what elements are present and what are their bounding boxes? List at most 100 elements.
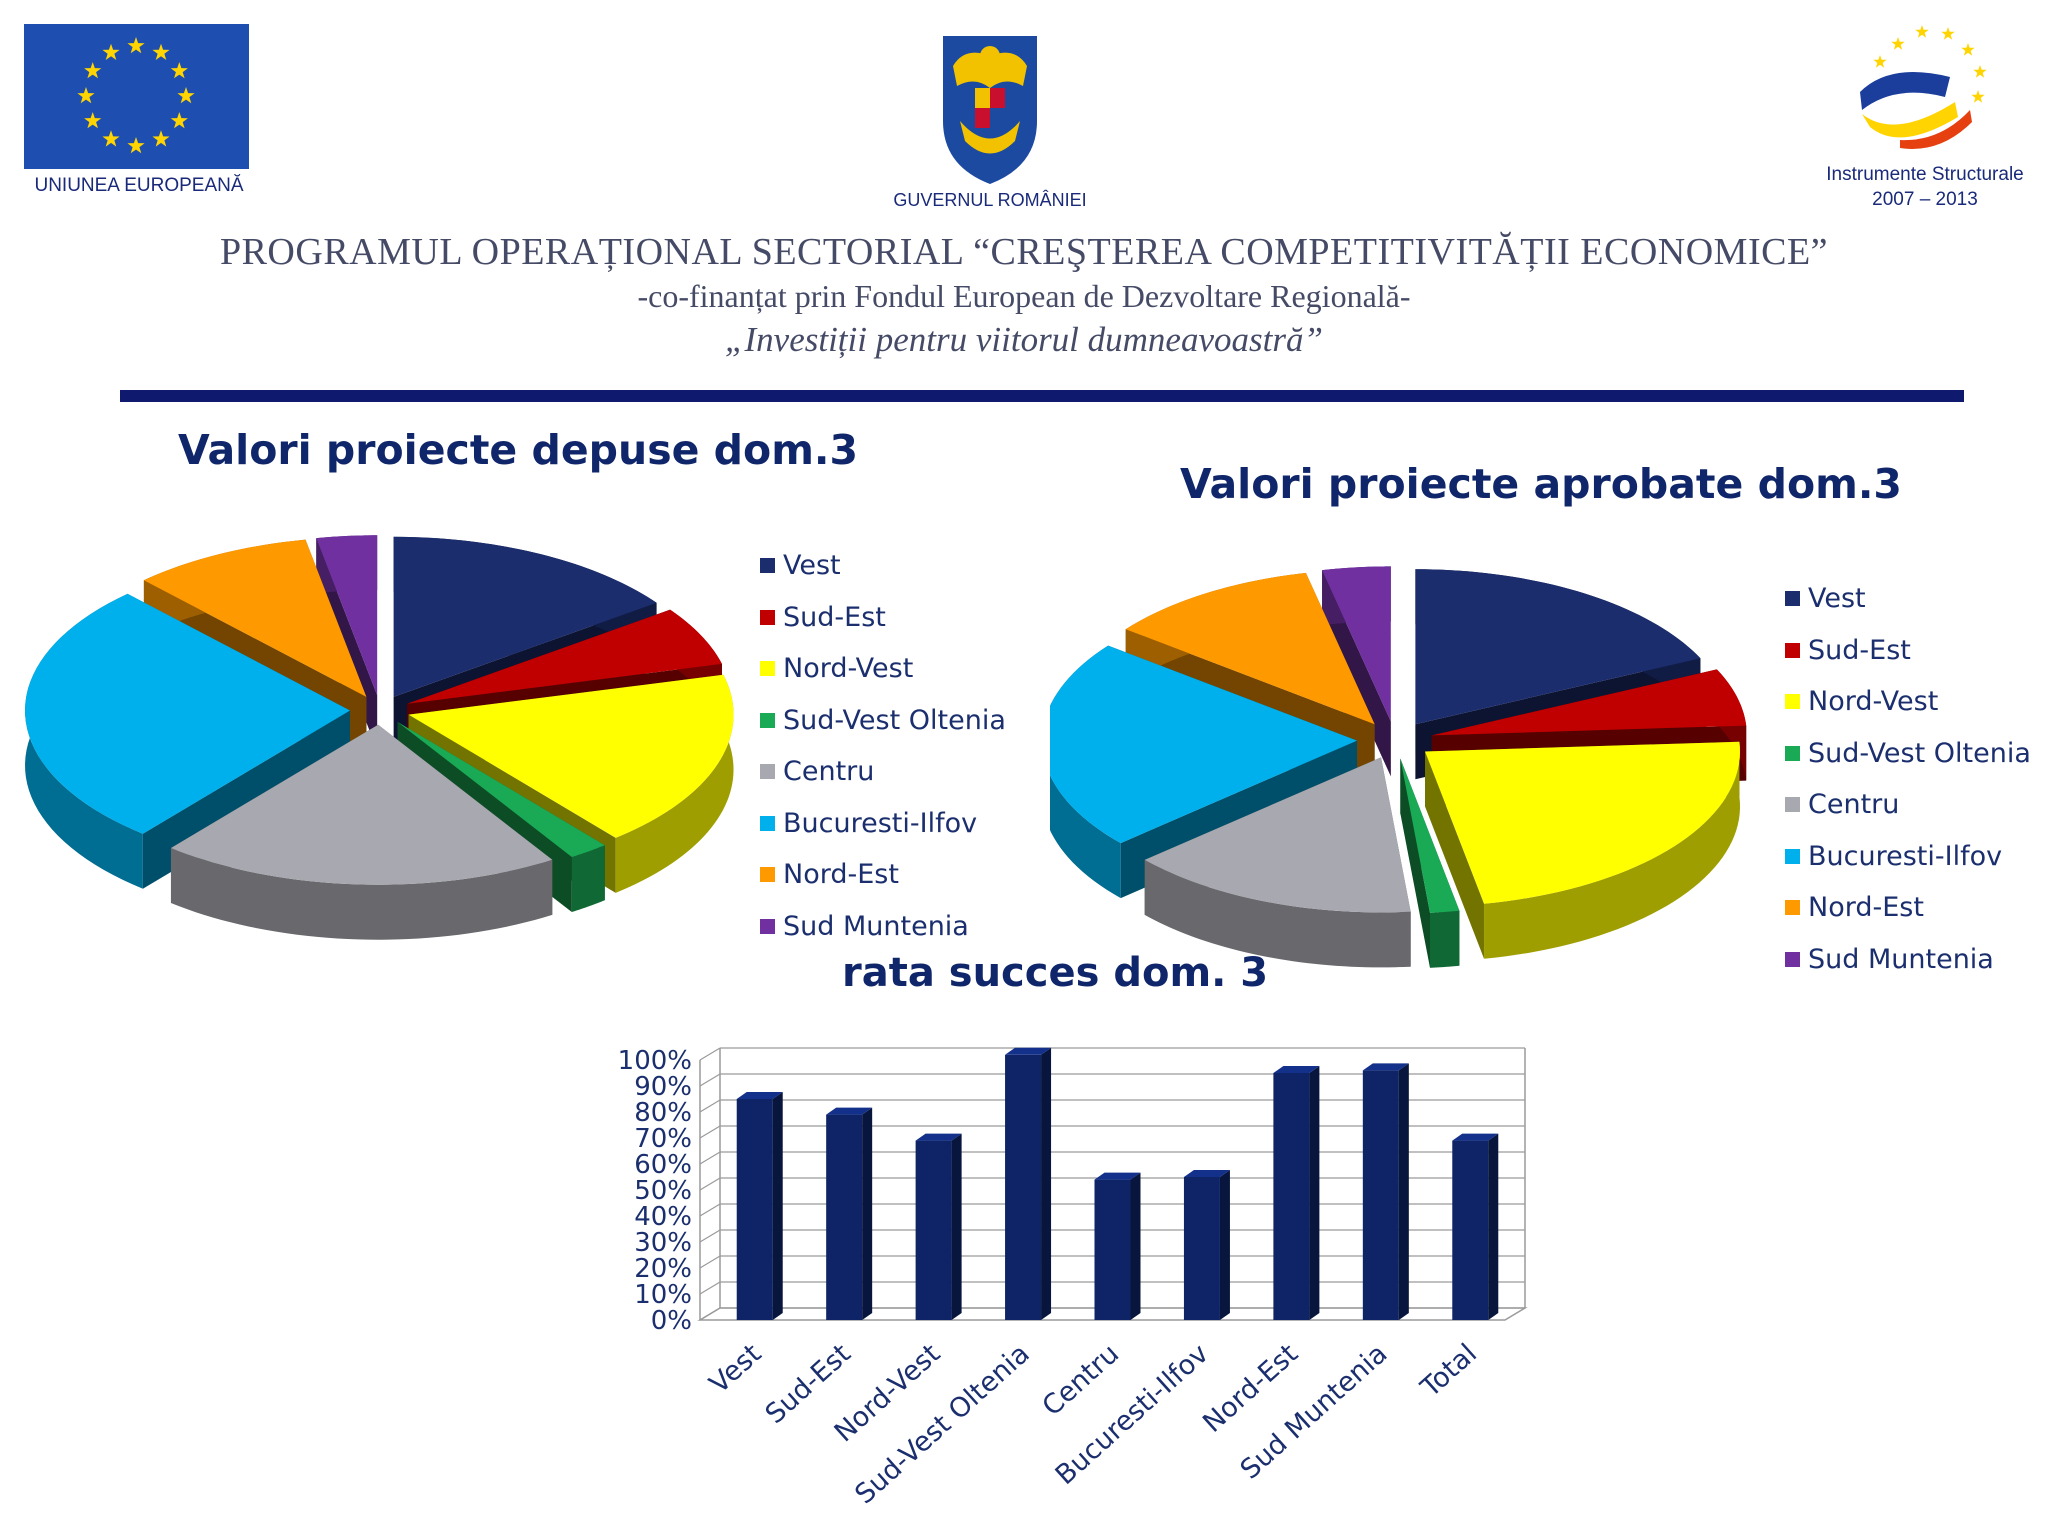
gridline — [699, 1047, 721, 1061]
legend-item: Bucuresti-Ilfov — [760, 808, 977, 839]
gridline — [699, 1281, 721, 1295]
legend-item: Nord-Est — [1785, 892, 1924, 923]
legend-swatch — [760, 712, 775, 728]
is-swoosh-blue — [1860, 72, 1950, 110]
is-star-icon — [1973, 65, 1987, 78]
x-tick-label: Centru — [1037, 1338, 1126, 1422]
legend-item: Nord-Vest — [1785, 686, 1938, 717]
program-title: PROGRAMUL OPERAȚIONAL SECTORIAL “CREŞTER… — [219, 231, 1829, 273]
legend-item: Sud Muntenia — [760, 911, 969, 942]
legend-item: Nord-Est — [760, 859, 899, 890]
pie-slice-centru — [170, 724, 553, 940]
legend-item: Vest — [760, 550, 841, 581]
y-tick-label: 10% — [634, 1280, 692, 1310]
is-caption-line1: Instrumente Structurale — [1826, 164, 2024, 185]
legend-label: Nord-Vest — [1808, 686, 1939, 717]
legend-item: Centru — [1785, 789, 1899, 820]
y-tick-label: 40% — [634, 1202, 692, 1232]
legend-swatch — [760, 764, 775, 779]
legend-label: Nord-Est — [783, 859, 899, 890]
legend-label: Vest — [1808, 583, 1866, 614]
pie1-legend: Vest Sud-Est Nord-Vest Sud-Vest Oltenia Cent… — [760, 550, 1020, 960]
y-tick-label: 70% — [634, 1124, 692, 1154]
y-tick-label: 90% — [634, 1072, 692, 1102]
is-star-icon — [1891, 37, 1905, 50]
pie2-title: Valori proiecte aprobate dom.3 — [1180, 460, 1902, 508]
eu-star-icon — [152, 130, 170, 147]
y-tick-label: 30% — [634, 1228, 692, 1258]
eu-logo — [24, 24, 249, 169]
gridline — [699, 1307, 721, 1321]
legend-label: Vest — [783, 550, 841, 581]
legend-item: Sud-Est — [760, 602, 886, 633]
gov-caption: GUVERNUL ROMÂNIEI — [893, 190, 1087, 210]
bar-nord-est — [1273, 1066, 1320, 1320]
legend-label: Sud Muntenia — [783, 910, 969, 942]
eu-star-icon — [170, 62, 188, 79]
legend-swatch — [760, 609, 775, 625]
bar-centru — [1094, 1172, 1141, 1320]
pie1-title: Valori proiecte depuse dom.3 — [178, 426, 859, 474]
bar-nord-vest — [915, 1133, 962, 1320]
bar-bucuresti-ilfov — [1183, 1170, 1230, 1320]
is-star-icon — [1915, 25, 1929, 38]
eu-star-icon — [84, 62, 102, 79]
legend-swatch — [1785, 694, 1800, 709]
legend-swatch — [1785, 745, 1800, 761]
eu-star-icon — [77, 87, 95, 104]
coat-of-arms-icon — [943, 36, 1037, 184]
cofinance-line: -co-finanțat prin Fondul European de Dez… — [637, 278, 1411, 314]
legend-item: Bucuresti-Ilfov — [1785, 841, 2002, 872]
is-swoosh-yellow — [1862, 102, 1958, 138]
bar-vest — [736, 1092, 783, 1320]
is-star-icon — [1971, 90, 1985, 103]
legend-label: Bucuresti-Ilfov — [1808, 840, 2003, 872]
legend-swatch — [1785, 951, 1800, 967]
eu-caption: UNIUNEA EUROPEANĂ — [34, 175, 244, 196]
is-caption-line2: 2007 – 2013 — [1872, 189, 1978, 210]
bar-total — [1452, 1133, 1499, 1320]
instrumente-structurale-icon — [1860, 25, 1987, 149]
is-star-icon — [1873, 55, 1887, 68]
pie-slice-nord-vest — [1425, 741, 1741, 959]
is-star-icon — [1961, 43, 1975, 56]
legend-swatch — [1785, 642, 1800, 658]
legend-item: Sud-Est — [1785, 635, 1911, 666]
x-tick-label: Vest — [704, 1338, 768, 1400]
y-tick-label: 20% — [634, 1254, 692, 1284]
gridline — [699, 1073, 721, 1087]
legend-swatch — [760, 815, 775, 831]
y-tick-label: 50% — [634, 1176, 692, 1206]
bar-sud-vest-oltenia — [1005, 1047, 1052, 1320]
gridline — [699, 1203, 721, 1217]
bar-chart-rata-succes: 0%10%20%30%40%50%60%70%80%90%100%VestSud… — [618, 1046, 1528, 1510]
eu-flag-icon — [24, 24, 249, 169]
gridline — [699, 1125, 721, 1139]
legend-swatch — [1785, 900, 1800, 915]
x-tick-label: Bucuresti-Ilfov — [1050, 1338, 1215, 1491]
legend-swatch — [1785, 797, 1800, 812]
gridline — [699, 1229, 721, 1243]
header-rule — [120, 390, 1964, 402]
eu-star-icon — [102, 43, 120, 60]
legend-swatch — [760, 918, 775, 934]
legend-label: Nord-Est — [1808, 892, 1924, 923]
eu-star-icon — [170, 112, 188, 129]
legend-swatch — [760, 661, 775, 676]
bar-title: rata succes dom. 3 — [842, 950, 1269, 996]
gridline — [699, 1177, 721, 1191]
eu-star-icon — [152, 43, 170, 60]
is-logo — [1840, 22, 2000, 157]
legend-item: Nord-Vest — [760, 653, 913, 684]
gridline — [699, 1151, 721, 1165]
gridline — [699, 1255, 721, 1269]
legend-swatch — [760, 867, 775, 882]
legend-label: Sud-Vest Oltenia — [783, 704, 1006, 736]
legend-swatch — [1785, 591, 1800, 606]
bar-sud-muntenia — [1362, 1063, 1409, 1320]
legend-label: Sud-Vest Oltenia — [1808, 737, 2031, 769]
eu-star-icon — [127, 137, 145, 154]
pie-slice-centru — [1144, 757, 1411, 968]
y-tick-label: 80% — [634, 1098, 692, 1128]
legend-item: Sud-Vest Oltenia — [1785, 738, 2031, 769]
